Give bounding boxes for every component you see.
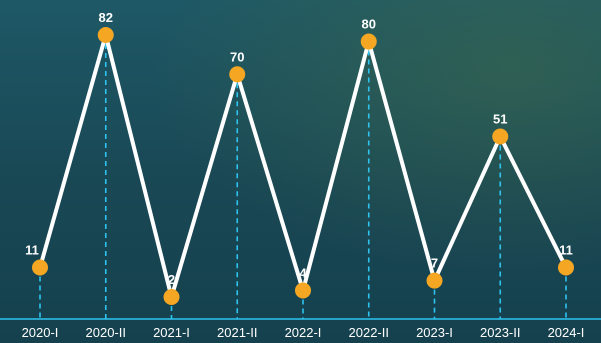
data-label: 11	[559, 243, 573, 258]
data-label: 82	[99, 10, 113, 25]
data-point	[492, 128, 509, 145]
data-point	[229, 66, 246, 83]
x-tick-label: 2024-I	[548, 325, 585, 340]
x-tick-label: 2020-II	[86, 325, 126, 340]
x-tick-label: 2020-I	[22, 325, 59, 340]
x-tick-label: 2023-I	[416, 325, 453, 340]
data-point	[360, 33, 377, 50]
data-point	[32, 259, 48, 276]
x-tick-label: 2021-II	[217, 325, 257, 340]
x-tick-label: 2022-I	[285, 325, 322, 340]
data-point	[426, 272, 443, 289]
data-point	[163, 289, 180, 305]
data-point	[558, 259, 574, 276]
data-label: 70	[230, 49, 244, 64]
data-label: 80	[362, 17, 376, 32]
data-label: 11	[25, 243, 39, 258]
data-point	[295, 282, 311, 299]
x-tick-label: 2021-I	[153, 325, 190, 340]
x-tick-label: 2022-II	[349, 325, 389, 340]
data-label: 4	[299, 265, 307, 280]
data-label: 2	[168, 272, 175, 287]
data-label: 51	[493, 112, 507, 127]
data-label: 7	[431, 256, 438, 271]
data-point	[97, 27, 114, 43]
x-tick-label: 2023-II	[480, 325, 520, 340]
